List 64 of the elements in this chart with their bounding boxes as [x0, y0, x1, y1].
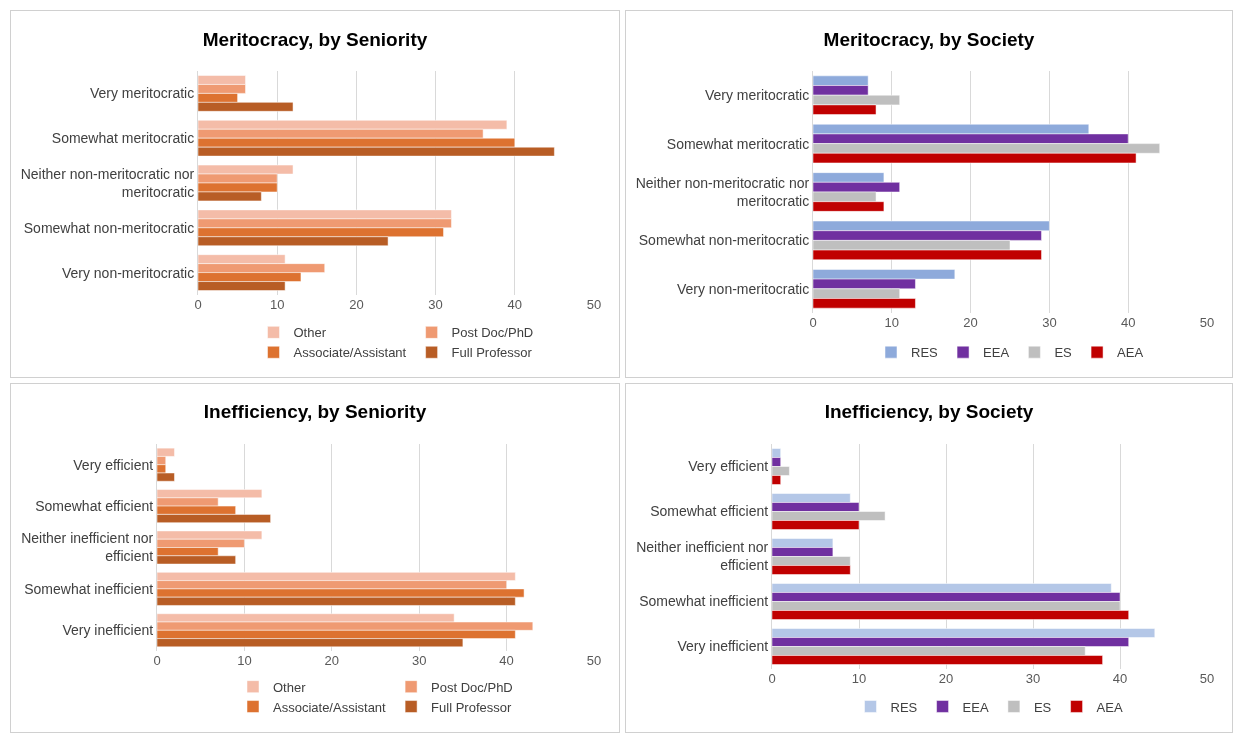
legend-label: Post Doc/PhD: [451, 325, 534, 341]
chart-title: Meritocracy, by Seniority: [202, 29, 428, 51]
legend-label: EEA: [983, 345, 1010, 361]
x-tick-label: 10: [851, 671, 867, 686]
y-tick-label: Very non-meritocratic: [676, 280, 810, 297]
y-tick-label: Somewhat inefficient: [639, 593, 769, 610]
y-tick-label: Somewhat efficient: [650, 503, 769, 520]
y-tick-label: Very efficient: [73, 456, 154, 473]
y-tick-label: Very meritocratic: [89, 85, 195, 102]
y-tick-label: Very inefficient: [62, 622, 154, 639]
x-tick-label: 20: [324, 653, 340, 668]
legend-label: RES: [911, 345, 939, 361]
x-tick-label: 10: [269, 297, 285, 312]
legend-label: Post Doc/PhD: [431, 679, 513, 695]
x-tick-label: 0: [768, 671, 776, 686]
legend-label: Associate/Assistant: [293, 345, 407, 361]
x-tick-label: 20: [963, 315, 978, 330]
legend-label: ES: [1054, 345, 1073, 361]
x-tick-label: 40: [1112, 671, 1128, 686]
y-tick-label: Somewhat inefficient: [24, 580, 154, 597]
x-tick-label: 0: [194, 297, 202, 312]
x-tick-label: 10: [237, 653, 252, 668]
x-tick-label: 40: [499, 653, 514, 668]
x-tick-label: 20: [349, 297, 364, 312]
x-tick-label: 40: [1120, 315, 1136, 330]
y-tick-label: Very meritocratic: [704, 87, 810, 104]
chart-title: Inefficiency, by Seniority: [203, 401, 427, 423]
x-tick-label: 50: [1199, 671, 1215, 686]
legend-label: RES: [890, 699, 918, 715]
x-tick-label: 50: [586, 653, 602, 668]
chart-title: Inefficiency, by Society: [824, 401, 1034, 423]
x-tick-label: 30: [428, 297, 443, 312]
legend-label: AEA: [1117, 345, 1144, 361]
y-tick-label: Somewhat meritocratic: [51, 130, 195, 147]
y-tick-label: Somewhat efficient: [35, 498, 154, 514]
legend-label: Other: [293, 325, 327, 341]
chart-title: Meritocracy, by Society: [823, 29, 1035, 51]
y-tick-label: Very inefficient: [677, 638, 769, 655]
legend-label: AEA: [1096, 699, 1123, 715]
y-tick-label: Somewhat non-meritocratic: [638, 232, 810, 249]
legend-label: EEA: [962, 699, 989, 715]
y-tick-label: Very non-meritocratic: [61, 264, 195, 281]
y-tick-label: Very efficient: [688, 458, 769, 475]
y-tick-label: Neither inefficient nor efficient: [636, 539, 769, 574]
y-tick-label: Somewhat meritocratic: [666, 135, 810, 152]
legend-label: Other: [273, 679, 307, 695]
y-tick-label: Somewhat non-meritocratic: [23, 219, 195, 236]
x-tick-label: 50: [1199, 315, 1215, 330]
y-tick-label: Neither inefficient nor efficient: [21, 530, 154, 565]
legend-label: ES: [1033, 699, 1052, 715]
y-tick-label: Neither non-meritocratic nor meritocratic: [20, 165, 195, 200]
x-tick-label: 30: [1042, 315, 1057, 330]
x-tick-label: 40: [507, 297, 523, 312]
y-tick-label: Neither non-meritocratic nor meritocratic: [635, 174, 810, 209]
x-tick-label: 30: [1025, 671, 1041, 686]
x-tick-label: 50: [586, 297, 602, 312]
x-tick-label: 20: [938, 671, 954, 686]
x-tick-label: 0: [809, 315, 817, 330]
x-tick-label: 10: [884, 315, 900, 330]
x-tick-label: 30: [411, 653, 427, 668]
x-tick-label: 0: [153, 653, 161, 668]
legend-label: Associate/Assistant: [273, 699, 387, 715]
legend-label: Full Professor: [451, 345, 533, 361]
legend-label: Full Professor: [431, 699, 512, 715]
